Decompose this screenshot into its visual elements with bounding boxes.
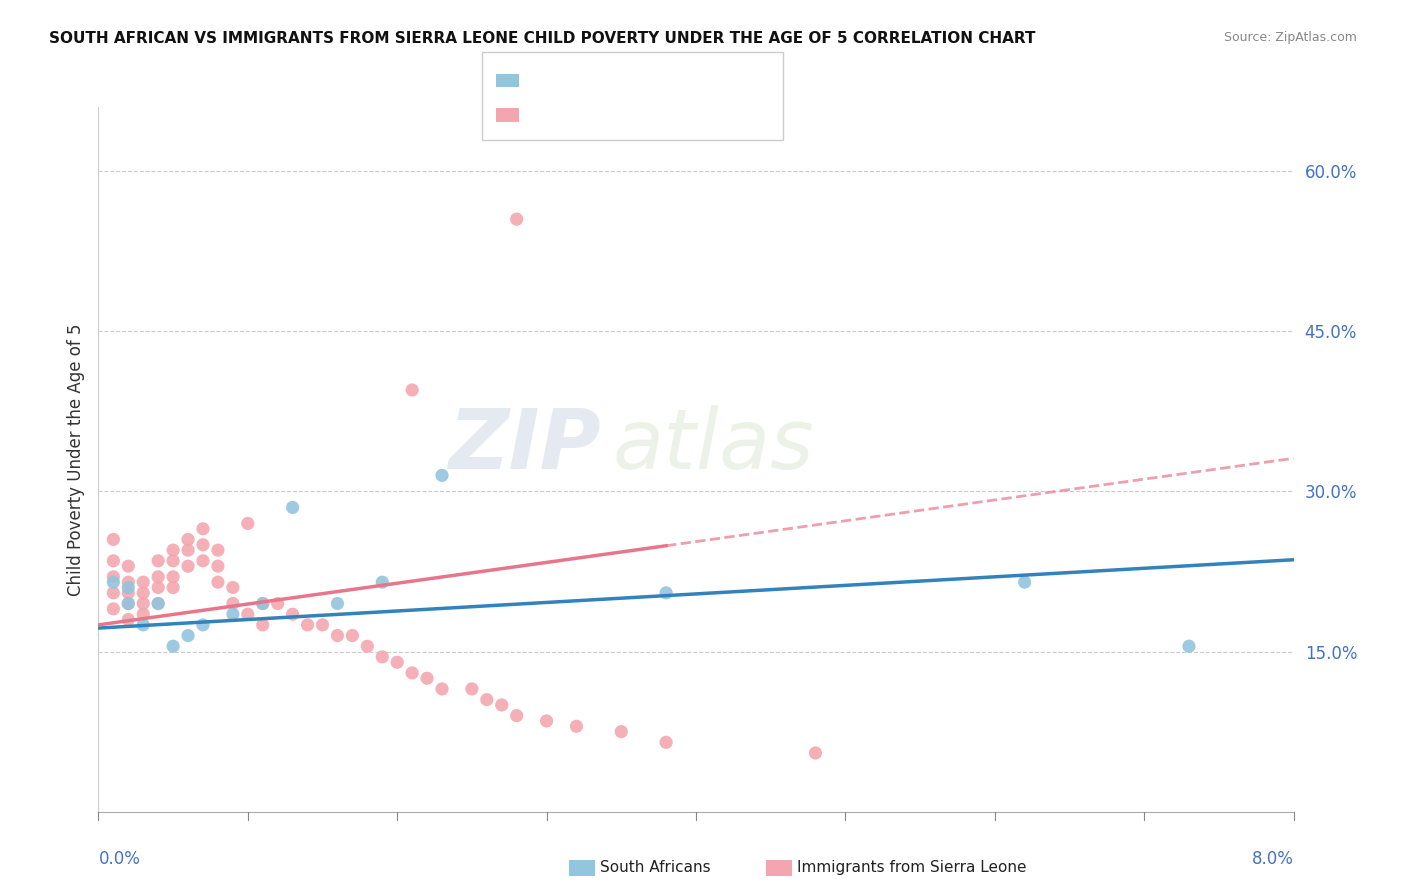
Point xyxy=(207,575,229,590)
Point xyxy=(311,618,333,632)
Point xyxy=(430,468,453,483)
Point xyxy=(191,538,214,552)
Point xyxy=(610,724,633,739)
Point xyxy=(177,559,200,574)
Point xyxy=(148,581,170,595)
Text: 0.153: 0.153 xyxy=(569,102,621,120)
Text: N =: N = xyxy=(633,102,669,120)
Point xyxy=(371,649,394,664)
Text: N =: N = xyxy=(633,66,669,84)
Point xyxy=(103,602,125,616)
Point xyxy=(1014,575,1036,590)
Text: 8.0%: 8.0% xyxy=(1251,850,1294,869)
Point xyxy=(506,708,529,723)
Point xyxy=(162,543,184,558)
Point xyxy=(804,746,827,760)
Y-axis label: Child Poverty Under the Age of 5: Child Poverty Under the Age of 5 xyxy=(66,323,84,596)
Point xyxy=(655,735,678,749)
Point xyxy=(162,639,184,653)
Point xyxy=(132,597,155,611)
Point xyxy=(117,559,139,574)
Point xyxy=(191,554,214,568)
Point xyxy=(401,383,423,397)
Point xyxy=(132,618,155,632)
Point xyxy=(252,597,274,611)
Point xyxy=(342,628,364,642)
Point xyxy=(236,607,259,622)
Point xyxy=(177,628,200,642)
Point xyxy=(103,570,125,584)
Text: Source: ZipAtlas.com: Source: ZipAtlas.com xyxy=(1223,31,1357,45)
Point xyxy=(222,581,245,595)
Text: 0.220: 0.220 xyxy=(569,66,621,84)
Point xyxy=(132,607,155,622)
Point xyxy=(491,698,513,712)
Point xyxy=(565,719,588,733)
Point xyxy=(207,543,229,558)
Point xyxy=(297,618,319,632)
Point xyxy=(162,570,184,584)
Point xyxy=(506,212,529,227)
Text: atlas: atlas xyxy=(613,405,814,486)
Text: 58: 58 xyxy=(675,102,697,120)
Point xyxy=(1178,639,1201,653)
Point xyxy=(371,575,394,590)
Point xyxy=(222,597,245,611)
Text: ZIP: ZIP xyxy=(447,405,600,486)
Point xyxy=(148,554,170,568)
Point xyxy=(117,575,139,590)
Point xyxy=(117,597,139,611)
Text: R =: R = xyxy=(527,102,564,120)
Point xyxy=(132,575,155,590)
Text: 0.0%: 0.0% xyxy=(98,850,141,869)
Point xyxy=(177,533,200,547)
Point xyxy=(103,575,125,590)
Point xyxy=(177,543,200,558)
Point xyxy=(385,655,409,669)
Point xyxy=(281,500,304,515)
Point xyxy=(655,586,678,600)
Point xyxy=(103,533,125,547)
Text: SOUTH AFRICAN VS IMMIGRANTS FROM SIERRA LEONE CHILD POVERTY UNDER THE AGE OF 5 C: SOUTH AFRICAN VS IMMIGRANTS FROM SIERRA … xyxy=(49,31,1036,46)
Text: R =: R = xyxy=(527,66,564,84)
Point xyxy=(148,597,170,611)
Point xyxy=(356,639,378,653)
Point xyxy=(148,597,170,611)
Point xyxy=(117,597,139,611)
Point xyxy=(236,516,259,531)
Point xyxy=(117,586,139,600)
Point xyxy=(191,522,214,536)
Point xyxy=(207,559,229,574)
Point xyxy=(536,714,558,728)
Point xyxy=(461,681,484,696)
Point xyxy=(162,554,184,568)
Point xyxy=(281,607,304,622)
Point xyxy=(252,597,274,611)
Point xyxy=(162,581,184,595)
Point xyxy=(252,618,274,632)
Point xyxy=(103,554,125,568)
Point xyxy=(475,692,498,706)
Point xyxy=(148,570,170,584)
Point xyxy=(401,665,423,680)
Point xyxy=(267,597,290,611)
Point xyxy=(117,613,139,627)
Point xyxy=(191,618,214,632)
Point xyxy=(117,581,139,595)
Point xyxy=(430,681,453,696)
Text: South Africans: South Africans xyxy=(600,860,711,874)
Point xyxy=(416,671,439,685)
Point xyxy=(132,586,155,600)
Point xyxy=(103,586,125,600)
Point xyxy=(222,607,245,622)
Text: Immigrants from Sierra Leone: Immigrants from Sierra Leone xyxy=(797,860,1026,874)
Point xyxy=(326,597,349,611)
Text: 17: 17 xyxy=(675,66,697,84)
Point xyxy=(326,628,349,642)
